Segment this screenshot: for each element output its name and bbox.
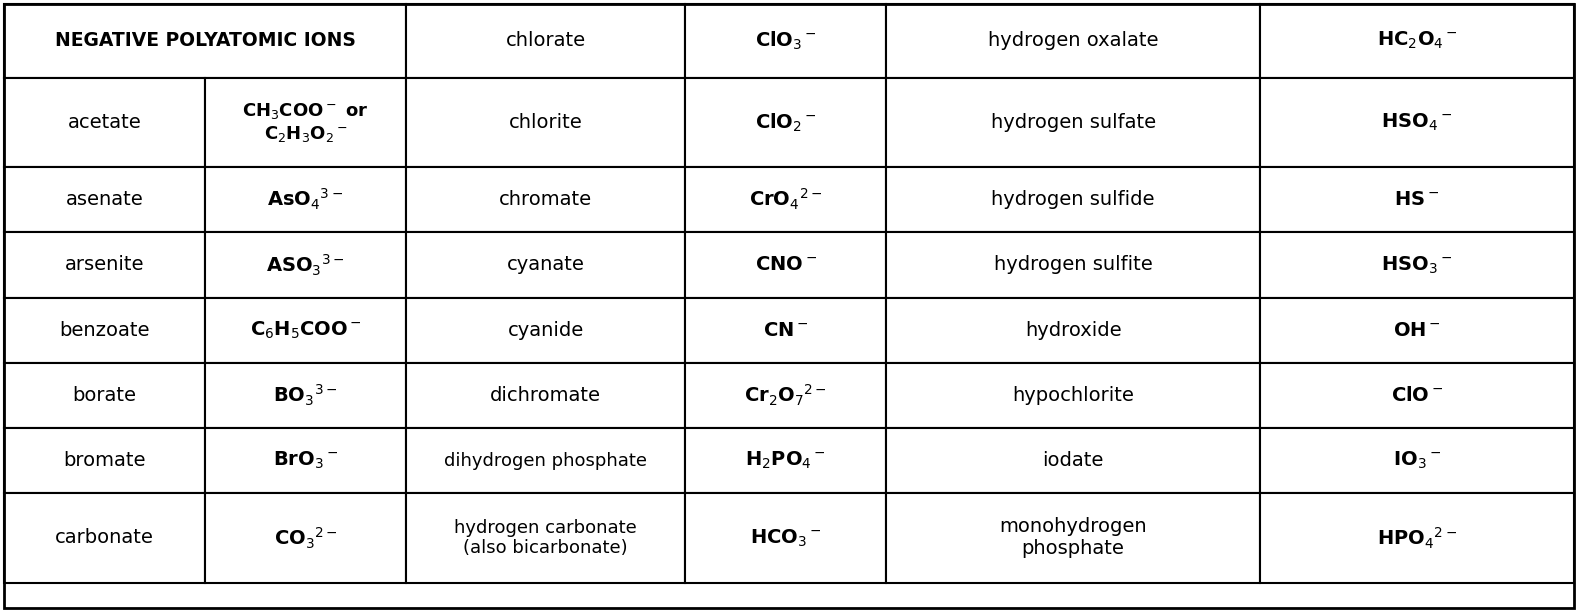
Text: CO$_3$$^{2-}$: CO$_3$$^{2-}$ — [273, 525, 338, 551]
Text: chlorite: chlorite — [508, 113, 582, 132]
Text: CN$^-$: CN$^-$ — [764, 321, 808, 340]
Bar — [887, 363, 1259, 428]
Bar — [887, 297, 1259, 363]
Bar — [685, 78, 887, 167]
Bar — [887, 493, 1259, 583]
Text: hydrogen carbonate
(also bicarbonate): hydrogen carbonate (also bicarbonate) — [454, 518, 638, 558]
Bar — [685, 4, 887, 78]
Bar — [887, 233, 1259, 297]
Bar — [406, 493, 685, 583]
Bar — [5, 233, 205, 297]
Text: CH$_3$COO$^-$ or
C$_2$H$_3$O$_2$$^-$: CH$_3$COO$^-$ or C$_2$H$_3$O$_2$$^-$ — [243, 101, 369, 144]
Text: HS$^-$: HS$^-$ — [1395, 190, 1439, 209]
Bar — [685, 363, 887, 428]
Text: BO$_3$$^{3-}$: BO$_3$$^{3-}$ — [273, 382, 338, 408]
Bar — [205, 233, 406, 297]
Bar — [406, 428, 685, 493]
Bar — [685, 297, 887, 363]
Bar — [406, 297, 685, 363]
Bar — [685, 233, 887, 297]
Text: chromate: chromate — [499, 190, 592, 209]
Text: CNO$^-$: CNO$^-$ — [754, 255, 817, 274]
Text: dihydrogen phosphate: dihydrogen phosphate — [443, 452, 647, 469]
Text: borate: borate — [73, 386, 136, 405]
Bar — [5, 4, 406, 78]
Text: dichromate: dichromate — [491, 386, 601, 405]
Bar — [5, 363, 205, 428]
Text: IO$_3$$^-$: IO$_3$$^-$ — [1393, 450, 1441, 471]
Text: AsO$_4$$^{3-}$: AsO$_4$$^{3-}$ — [267, 187, 344, 212]
Text: chlorate: chlorate — [505, 31, 585, 50]
Bar — [406, 363, 685, 428]
Bar — [1259, 167, 1573, 233]
Bar — [1259, 297, 1573, 363]
Bar — [1259, 428, 1573, 493]
Bar — [887, 4, 1259, 78]
Text: hypochlorite: hypochlorite — [1011, 386, 1135, 405]
Text: carbonate: carbonate — [55, 528, 155, 548]
Bar — [887, 78, 1259, 167]
Bar — [406, 167, 685, 233]
Text: HSO$_3$$^-$: HSO$_3$$^-$ — [1381, 254, 1453, 275]
Text: hydrogen sulfite: hydrogen sulfite — [994, 255, 1152, 274]
Text: arsenite: arsenite — [65, 255, 144, 274]
Bar — [1259, 363, 1573, 428]
Bar — [685, 493, 887, 583]
Bar — [205, 363, 406, 428]
Text: cyanide: cyanide — [508, 321, 584, 340]
Text: cyanate: cyanate — [507, 255, 584, 274]
Text: C$_6$H$_5$COO$^-$: C$_6$H$_5$COO$^-$ — [249, 319, 361, 341]
Text: NEGATIVE POLYATOMIC IONS: NEGATIVE POLYATOMIC IONS — [55, 31, 355, 50]
Bar — [685, 167, 887, 233]
Bar — [205, 78, 406, 167]
Text: benzoate: benzoate — [60, 321, 150, 340]
Text: CrO$_4$$^{2-}$: CrO$_4$$^{2-}$ — [750, 187, 822, 212]
Bar — [205, 167, 406, 233]
Bar — [1259, 493, 1573, 583]
Bar — [685, 428, 887, 493]
Text: HC$_2$O$_4$$^-$: HC$_2$O$_4$$^-$ — [1376, 30, 1458, 51]
Text: ClO$^-$: ClO$^-$ — [1390, 386, 1444, 405]
Text: ClO$_3$$^-$: ClO$_3$$^-$ — [754, 30, 817, 52]
Bar — [5, 78, 205, 167]
Text: hydrogen oxalate: hydrogen oxalate — [988, 31, 1158, 50]
Text: ClO$_2$$^-$: ClO$_2$$^-$ — [754, 111, 817, 133]
Text: HCO$_3$$^-$: HCO$_3$$^-$ — [750, 528, 822, 548]
Bar — [406, 78, 685, 167]
Bar — [5, 428, 205, 493]
Bar — [406, 4, 685, 78]
Text: acetate: acetate — [68, 113, 142, 132]
Bar — [5, 297, 205, 363]
Text: asenate: asenate — [66, 190, 144, 209]
Bar — [5, 493, 205, 583]
Text: OH$^-$: OH$^-$ — [1393, 321, 1441, 340]
Text: bromate: bromate — [63, 451, 145, 470]
Bar — [1259, 233, 1573, 297]
Text: hydroxide: hydroxide — [1024, 321, 1122, 340]
Text: Cr$_2$O$_7$$^{2-}$: Cr$_2$O$_7$$^{2-}$ — [745, 382, 827, 408]
Text: monohydrogen
phosphate: monohydrogen phosphate — [999, 517, 1147, 558]
Bar — [205, 297, 406, 363]
Bar — [1259, 4, 1573, 78]
Bar — [406, 233, 685, 297]
Text: HSO$_4$$^-$: HSO$_4$$^-$ — [1381, 112, 1453, 133]
Text: hydrogen sulfate: hydrogen sulfate — [991, 113, 1155, 132]
Text: BrO$_3$$^-$: BrO$_3$$^-$ — [273, 450, 338, 471]
Bar — [1259, 78, 1573, 167]
Text: H$_2$PO$_4$$^-$: H$_2$PO$_4$$^-$ — [745, 450, 827, 471]
Text: hydrogen sulfide: hydrogen sulfide — [991, 190, 1155, 209]
Bar — [887, 167, 1259, 233]
Bar — [887, 428, 1259, 493]
Bar — [205, 428, 406, 493]
Bar — [205, 493, 406, 583]
Text: HPO$_4$$^{2-}$: HPO$_4$$^{2-}$ — [1378, 525, 1456, 551]
Text: iodate: iodate — [1043, 451, 1105, 470]
Bar — [5, 167, 205, 233]
Text: ASO$_3$$^{3-}$: ASO$_3$$^{3-}$ — [267, 252, 344, 277]
